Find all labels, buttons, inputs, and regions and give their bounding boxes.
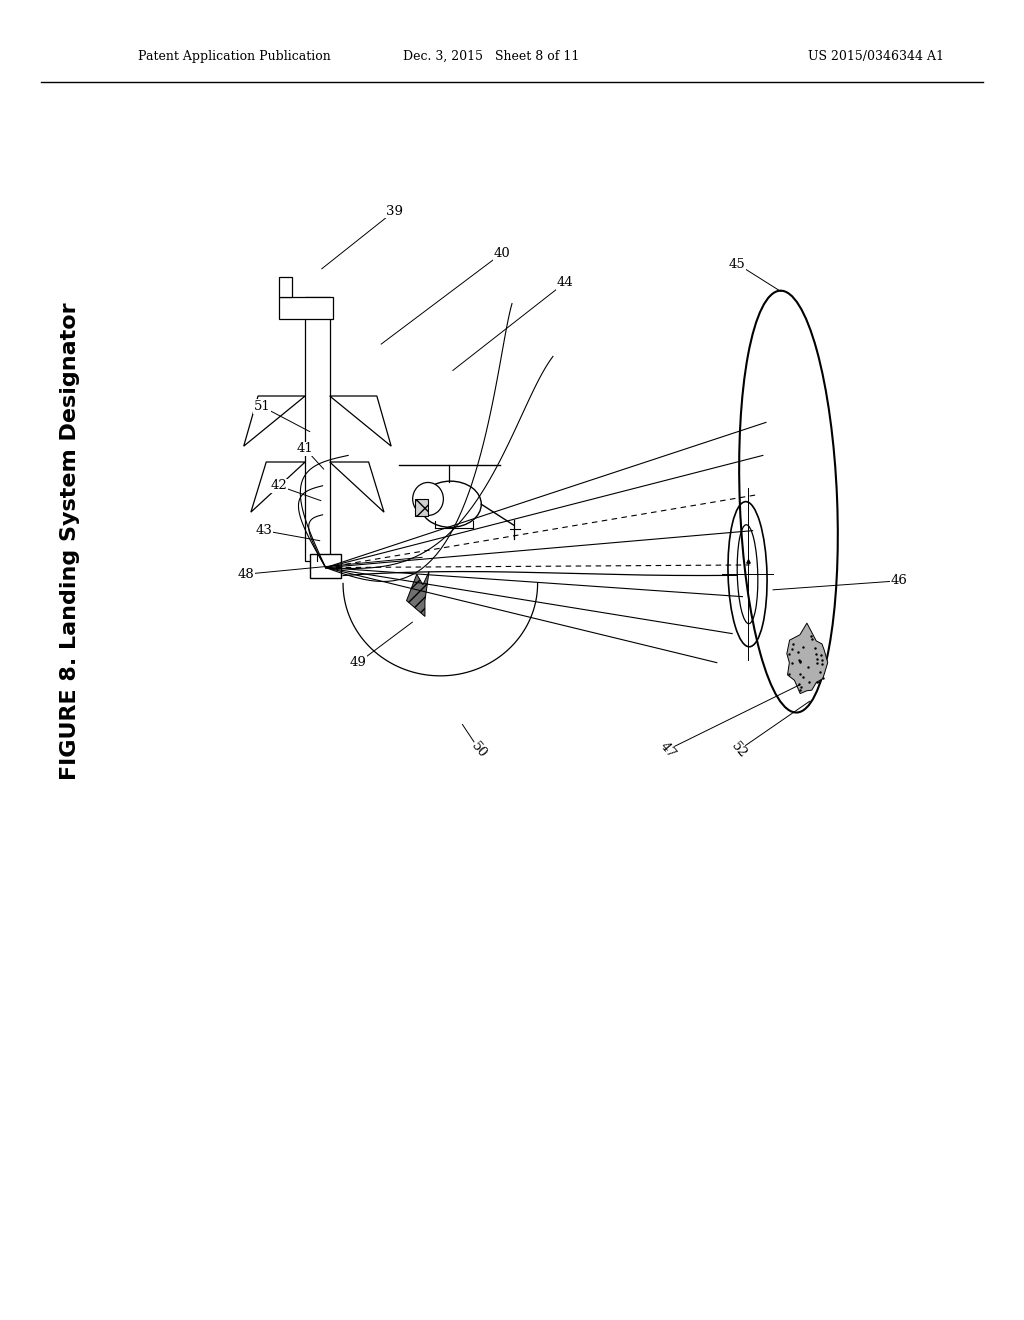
Polygon shape [305,297,330,561]
Polygon shape [251,462,305,512]
Ellipse shape [413,483,443,516]
Text: 44: 44 [557,276,573,289]
Text: 45: 45 [729,257,745,271]
Polygon shape [415,499,428,516]
Text: 48: 48 [238,568,254,581]
Polygon shape [279,277,292,297]
Text: 39: 39 [386,205,402,218]
Ellipse shape [420,480,481,528]
Polygon shape [786,623,827,693]
Text: 49: 49 [350,656,367,669]
Text: FIGURE 8. Landing System Designator: FIGURE 8. Landing System Designator [59,302,80,780]
Polygon shape [330,396,391,446]
Text: Patent Application Publication: Patent Application Publication [138,50,331,63]
Polygon shape [244,396,305,446]
Text: 43: 43 [256,524,272,537]
Text: 41: 41 [297,442,313,455]
Text: 50: 50 [469,739,489,760]
Text: 42: 42 [270,479,287,492]
Text: 52: 52 [729,739,750,760]
Text: 46: 46 [891,574,907,587]
Text: 51: 51 [254,400,270,413]
Text: Dec. 3, 2015   Sheet 8 of 11: Dec. 3, 2015 Sheet 8 of 11 [403,50,580,63]
Polygon shape [407,572,429,616]
Polygon shape [330,462,384,512]
Text: 40: 40 [494,247,510,260]
Text: US 2015/0346344 A1: US 2015/0346344 A1 [808,50,943,63]
Polygon shape [279,297,333,319]
Polygon shape [310,554,341,578]
Text: 47: 47 [657,739,678,760]
